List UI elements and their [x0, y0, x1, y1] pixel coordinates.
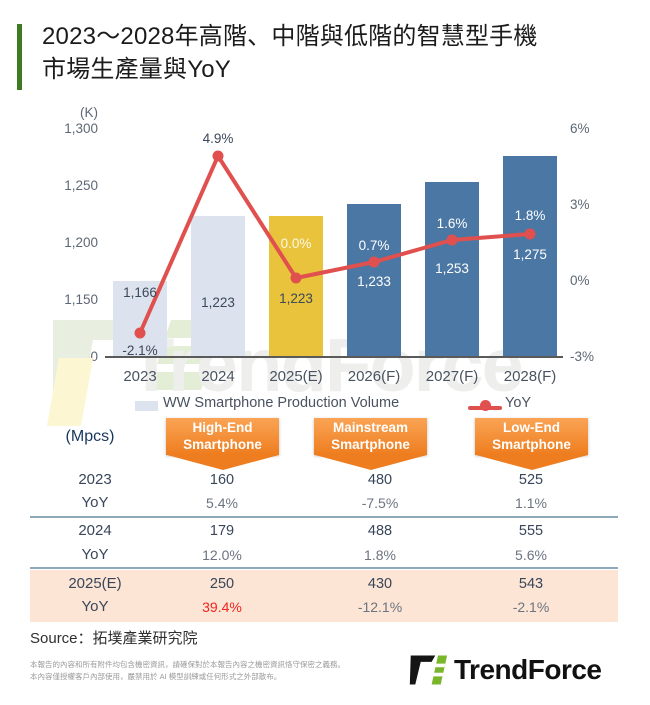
- header-mainstream-line1: Mainstream: [332, 420, 409, 435]
- source-text: Source：拓墣產業研究院: [30, 630, 198, 647]
- cell-value: -12.1%: [357, 599, 403, 615]
- cell-value: 160: [209, 472, 235, 488]
- yoy-value-label: 0.7%: [358, 238, 390, 253]
- left-axis-tick: 1,300: [64, 121, 98, 136]
- left-axis-tick: 1,150: [64, 292, 98, 307]
- row-separator: [30, 567, 618, 569]
- legend-line-label: YoY: [505, 395, 532, 411]
- bar-2024: [191, 216, 245, 356]
- yoy-value-label: 1.6%: [436, 216, 468, 231]
- arrow-down-icon: [475, 455, 588, 470]
- x-tick-2024: 2024: [201, 368, 235, 385]
- yoy-value-label: 1.8%: [514, 208, 546, 223]
- right-axis-tick: -3%: [570, 349, 595, 364]
- arrow-down-icon: [314, 455, 427, 470]
- bar-value-label: 1,275: [513, 247, 547, 262]
- cell-value: 179: [209, 523, 235, 539]
- bar-value-label: 1,223: [201, 295, 235, 310]
- cell-value: 430: [367, 576, 393, 592]
- cell-value: 5.4%: [206, 495, 238, 511]
- bar-value-label: 1,166: [123, 285, 157, 300]
- yoy-point: [212, 150, 224, 162]
- cell-value: 1.1%: [515, 495, 547, 511]
- cell-value: 480: [367, 472, 393, 488]
- x-tick-2028f: 2028(F): [503, 368, 557, 385]
- left-axis-tick: 1,200: [64, 235, 98, 250]
- row-label: 2023: [78, 471, 112, 488]
- x-tick-2025e: 2025(E): [269, 368, 323, 385]
- row-label: 2025(E): [68, 575, 122, 592]
- header-arrow-mainstream: Mainstream Smartphone: [314, 418, 427, 470]
- legend-bar-label: WW Smartphone Production Volume: [163, 395, 400, 411]
- right-axis-tick: 3%: [570, 197, 590, 212]
- header-arrow-low-end: Low-End Smartphone: [475, 418, 588, 470]
- right-axis-tick: 0%: [570, 273, 590, 288]
- page-title-line2: 市場生產量與YoY: [42, 56, 231, 83]
- arrow-down-icon: [166, 455, 279, 470]
- header-mainstream-line2: Smartphone: [331, 436, 410, 452]
- cell-value: 488: [367, 523, 393, 539]
- trendforce-logo: TrendForce: [408, 650, 602, 690]
- disclaimer-line1: 本報告的內容和所有附件均包含機密資訊，請確保對於本報告內容之機密資訊恪守保密之義…: [30, 660, 345, 669]
- bar-value-label: 1,253: [435, 261, 469, 276]
- yoy-value-label: 4.9%: [202, 131, 234, 146]
- header-low-end-line1: Low-End: [503, 420, 560, 435]
- disclaimer-line2: 本內容僅授權客戶內部使用，嚴禁用於 AI 模型訓練或任何形式之外部散布。: [30, 672, 282, 681]
- table-unit-label: (Mpcs): [65, 428, 115, 445]
- cell-value: 555: [518, 523, 544, 539]
- header-low-end-line2: Smartphone: [492, 436, 571, 452]
- bar-value-label: 1,223: [279, 291, 313, 306]
- header-high-end-line2: Smartphone: [183, 436, 262, 452]
- title-accent-bar: [17, 24, 22, 90]
- highlight-2025-block: [30, 570, 618, 622]
- x-tick-2027f: 2027(F): [425, 368, 479, 385]
- left-axis-unit: (K): [80, 105, 98, 120]
- bar-value-label: 1,233: [357, 274, 391, 289]
- cell-value: -7.5%: [361, 495, 399, 511]
- cell-value: 250: [209, 576, 235, 592]
- legend-bar-swatch: [135, 401, 158, 411]
- x-tick-2023: 2023: [123, 368, 157, 385]
- cell-value: 12.0%: [202, 547, 242, 563]
- row-label: YoY: [81, 546, 109, 563]
- cell-value: 543: [518, 576, 544, 592]
- row-label: YoY: [81, 494, 109, 511]
- row-separator: [30, 516, 618, 518]
- x-axis-line: [105, 356, 563, 358]
- header-arrow-high-end: High-End Smartphone: [166, 418, 279, 470]
- header-high-end-line1: High-End: [192, 420, 253, 435]
- cell-value: 1.8%: [364, 547, 396, 563]
- x-tick-2026f: 2026(F): [347, 368, 401, 385]
- cell-value: 5.6%: [515, 547, 547, 563]
- row-label: 2024: [78, 522, 112, 539]
- page-title: 2023～2028年高階、中階與低階的智慧型手機 市場生產量與YoY: [42, 20, 632, 86]
- yoy-value-label: -2.1%: [122, 343, 158, 358]
- logo-wordmark: TrendForce: [454, 654, 602, 685]
- cell-value-highlight-red: 39.4%: [202, 599, 242, 615]
- right-axis-tick: 6%: [570, 121, 590, 136]
- left-axis-tick: 1,250: [64, 178, 98, 193]
- yoy-value-label: 0.0%: [280, 236, 312, 251]
- page-title-line1: 2023～2028年高階、中階與低階的智慧型手機: [42, 23, 538, 50]
- row-label: YoY: [81, 598, 109, 615]
- cell-value: 525: [518, 472, 544, 488]
- trendforce-logo-icon: [409, 655, 448, 685]
- legend-line-dot: [480, 400, 491, 411]
- cell-value: -2.1%: [512, 599, 550, 615]
